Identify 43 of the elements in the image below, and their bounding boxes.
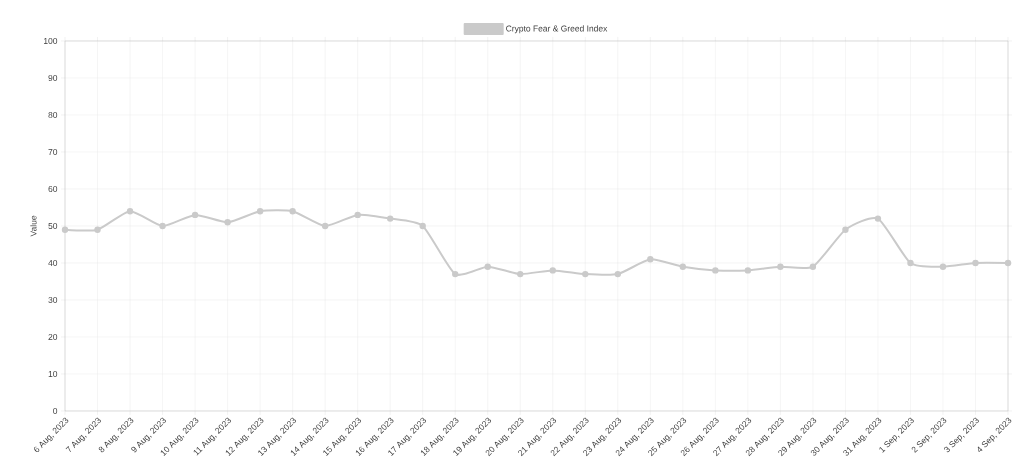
point: [452, 270, 459, 278]
point: [126, 207, 134, 215]
point: [159, 222, 166, 230]
y-tick-label: 0: [53, 407, 58, 414]
point: [874, 215, 882, 222]
point: [1004, 259, 1012, 267]
point: [777, 263, 784, 270]
point: [582, 270, 589, 278]
y-tick-label: 70: [48, 148, 58, 155]
y-tick-label: 60: [48, 185, 58, 192]
point: [289, 207, 296, 215]
point: [354, 211, 361, 219]
legend-label: Crypto Fear & Greed Index: [506, 25, 608, 34]
point: [939, 263, 947, 270]
y-tick-label: 80: [48, 111, 58, 118]
y-tick-label: 100: [44, 37, 58, 44]
point: [94, 226, 101, 233]
point: [517, 270, 524, 278]
y-tick-label: 30: [48, 296, 58, 303]
y-tick-label: 90: [48, 74, 58, 81]
point: [647, 256, 654, 263]
y-axis-title: Value: [30, 215, 37, 237]
y-tick-label: 20: [48, 333, 58, 340]
point: [61, 226, 69, 233]
point: [809, 263, 817, 270]
point: [549, 267, 556, 274]
point: [386, 215, 394, 222]
point: [744, 267, 752, 274]
point: [419, 222, 426, 230]
point: [907, 259, 914, 267]
point: [224, 219, 231, 226]
y-tick-label: 40: [48, 259, 58, 266]
point: [972, 259, 979, 267]
point: [679, 263, 687, 270]
point: [842, 226, 849, 233]
point: [614, 270, 621, 278]
point: [321, 222, 329, 230]
point: [484, 263, 491, 270]
y-tick-label: 10: [48, 370, 58, 377]
point: [712, 267, 719, 274]
point: [191, 211, 199, 219]
point: [256, 207, 264, 215]
y-tick-label: 50: [48, 222, 58, 229]
